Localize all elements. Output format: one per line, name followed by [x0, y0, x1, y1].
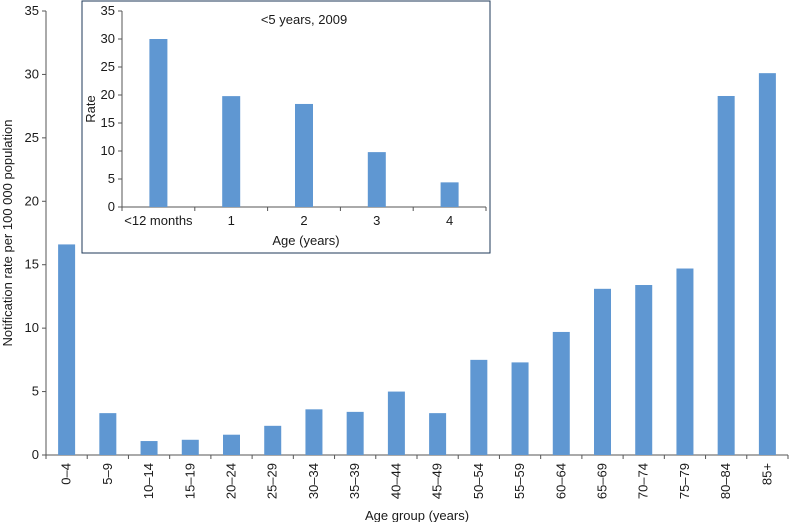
x-tick-label: 50–54 — [471, 463, 486, 499]
x-tick-label: 85+ — [759, 463, 774, 485]
x-axis-label: Age group (years) — [365, 508, 469, 522]
bar-35-39 — [346, 411, 364, 455]
bar-1 — [222, 96, 241, 207]
inset-title: <5 years, 2009 — [261, 12, 347, 27]
x-tick-label: 35–39 — [347, 463, 362, 499]
x-tick-label: <12 months — [124, 213, 193, 228]
y-tick-label: 15 — [101, 115, 115, 130]
x-tick-label: 25–29 — [265, 463, 280, 499]
bar-20-24 — [223, 434, 240, 455]
x-tick-label: 75–79 — [677, 463, 692, 499]
x-tick-label: 30–34 — [306, 463, 321, 499]
y-tick-label: 20 — [101, 87, 115, 102]
y-tick-label: 25 — [101, 59, 115, 74]
x-tick-label: 15–19 — [182, 463, 197, 499]
x-tick-label: 65–69 — [595, 463, 610, 499]
x-tick-label: 60–64 — [553, 463, 568, 499]
x-tick-label: 20–24 — [224, 463, 239, 499]
x-tick-label: 0–4 — [59, 463, 74, 485]
x-tick-label: 1 — [228, 213, 235, 228]
bar--12-months — [149, 39, 168, 207]
bar-65-69 — [594, 288, 611, 455]
bar-40-44 — [387, 391, 405, 455]
y-axis-label: Rate — [83, 95, 98, 122]
x-tick-label: 10–14 — [141, 463, 156, 499]
y-tick-label: 15 — [25, 257, 39, 272]
bar-10-14 — [140, 441, 158, 455]
bar-25-29 — [264, 425, 282, 455]
y-tick-label: 5 — [108, 171, 115, 186]
bar-3 — [367, 152, 386, 207]
y-tick-label: 10 — [25, 320, 39, 335]
inset-bar-chart: 0 5 10 15 20 25 30 35 <12 months 1 2 3 4 Age (years) R… — [81, 0, 491, 254]
bar-45-49 — [429, 413, 447, 455]
y-tick-label: 0 — [32, 447, 39, 462]
bar-5-9 — [99, 413, 117, 455]
y-tick-label: 30 — [25, 66, 39, 81]
y-axis-label: Notification rate per 100 000 population — [0, 120, 15, 347]
bar-0-4 — [58, 244, 76, 455]
y-tick-label: 35 — [101, 3, 115, 18]
y-tick-label: 25 — [25, 130, 39, 145]
x-tick-label: 45–49 — [430, 463, 445, 499]
y-tick-label: 5 — [32, 384, 39, 399]
bar-55-59 — [511, 362, 529, 455]
y-tick-label: 10 — [101, 143, 115, 158]
y-tick-label: 35 — [25, 3, 39, 18]
bar-30-34 — [305, 409, 323, 455]
bar-70-74 — [635, 285, 653, 455]
bar-4 — [440, 182, 459, 207]
y-tick-label: 20 — [25, 193, 39, 208]
bar-2 — [295, 103, 313, 207]
x-tick-label: 80–84 — [718, 463, 733, 499]
x-tick-label: 70–74 — [636, 463, 651, 499]
x-axis-label: Age (years) — [272, 233, 339, 248]
bar-60-64 — [552, 331, 570, 455]
bar-75-79 — [676, 268, 694, 455]
y-tick-label: 0 — [108, 199, 115, 214]
x-tick-label: 4 — [446, 213, 453, 228]
bar-85- — [758, 73, 776, 455]
x-tick-label: 55–59 — [512, 463, 527, 499]
bar-80-84 — [717, 95, 735, 455]
y-tick-label: 30 — [101, 31, 115, 46]
x-tick-label: 40–44 — [388, 463, 403, 499]
bar-15-19 — [181, 439, 199, 455]
bar-50-54 — [470, 359, 488, 455]
x-tick-label: 2 — [300, 213, 307, 228]
x-tick-label: 3 — [373, 213, 380, 228]
x-tick-label: 5–9 — [100, 463, 115, 485]
